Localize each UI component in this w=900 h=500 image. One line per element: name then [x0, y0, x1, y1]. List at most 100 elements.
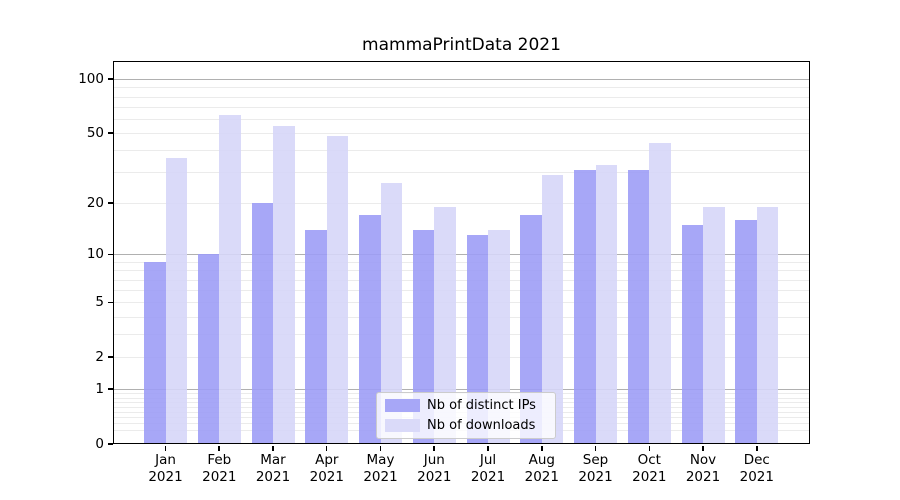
gridline-major — [113, 389, 810, 391]
y-tick — [108, 132, 113, 134]
legend-swatch-icon — [385, 399, 420, 412]
y-tick-label: 50 — [86, 125, 104, 141]
bar-downloads-oct — [649, 142, 671, 444]
bar-downloads-sep — [595, 165, 617, 444]
y-tick-label: 0 — [95, 436, 104, 452]
x-tick-year: 2021 — [739, 468, 774, 485]
y-tick-label: 1 — [95, 381, 104, 398]
gridline-major — [113, 79, 810, 80]
bar-downloads-aug — [541, 175, 564, 444]
y-tick — [108, 443, 113, 445]
y-tick-label: 5 — [95, 294, 104, 311]
x-tick — [594, 445, 597, 451]
x-tick-year: 2021 — [148, 468, 183, 485]
gridline-minor — [113, 302, 810, 304]
gridline-minor — [113, 106, 810, 108]
gridline-minor — [113, 316, 810, 318]
y-tick — [108, 356, 113, 358]
x-tick-year: 2021 — [685, 468, 721, 485]
legend: Nb of distinct IPs Nb of downloads — [376, 392, 556, 439]
x-tick-label: Nov 2021 — [675, 452, 731, 485]
x-tick-month: Apr — [315, 452, 339, 468]
x-tick-label: May 2021 — [353, 452, 409, 485]
gridline-minor — [113, 279, 810, 281]
bar-distinct-ips-jan — [144, 261, 166, 444]
x-tick-year: 2021 — [578, 468, 613, 485]
bar-distinct-ips-feb — [197, 254, 220, 444]
gridline-minor — [113, 203, 810, 205]
x-tick — [325, 445, 328, 451]
x-tick-month: May — [366, 452, 395, 468]
x-tick-month: Feb — [207, 452, 232, 468]
bar-downloads-dec — [756, 207, 779, 444]
x-tick — [433, 445, 435, 451]
x-tick-month: Nov — [689, 452, 717, 468]
bar-distinct-ips-may — [359, 215, 381, 444]
legend-label: Nb of distinct IPs — [427, 398, 536, 413]
x-tick-month: Mar — [260, 452, 286, 468]
x-tick-month: Dec — [743, 452, 770, 468]
x-tick-label: Jul 2021 — [460, 452, 516, 485]
x-tick-month: Jan — [155, 452, 176, 468]
x-tick-label: Feb 2021 — [191, 452, 247, 485]
y-tick-label: 20 — [86, 195, 104, 212]
x-tick-month: Jul — [479, 452, 497, 468]
y-tick — [108, 253, 113, 256]
x-tick — [218, 445, 220, 451]
bar-distinct-ips-aug — [520, 215, 542, 444]
x-tick — [648, 445, 651, 451]
x-tick-month: Jun — [423, 452, 445, 468]
gridline-minor — [113, 270, 810, 272]
bar-downloads-jan — [165, 158, 187, 444]
y-tick-label: 100 — [78, 71, 104, 87]
x-tick — [379, 445, 382, 451]
y-tick-label: 2 — [95, 349, 104, 366]
bar-distinct-ips-oct — [627, 169, 650, 444]
bar-downloads-apr — [326, 136, 349, 444]
x-tick-year: 2021 — [309, 468, 344, 485]
bar-downloads-jun — [434, 207, 456, 444]
gridline-minor — [113, 334, 810, 336]
gridline-minor — [113, 118, 810, 120]
x-tick-month: Aug — [528, 452, 555, 468]
bar-distinct-ips-nov — [681, 224, 703, 444]
gridline-minor — [113, 96, 810, 98]
x-tick-label: Jun 2021 — [406, 452, 462, 485]
x-tick-year: 2021 — [255, 468, 291, 485]
x-tick-year: 2021 — [363, 468, 398, 485]
x-tick-label: Jan 2021 — [138, 452, 194, 485]
x-tick-label: Mar 2021 — [245, 452, 301, 485]
x-tick-year: 2021 — [524, 468, 559, 485]
y-tick — [108, 301, 113, 304]
x-tick-year: 2021 — [470, 468, 506, 485]
gridline-minor — [113, 290, 810, 292]
bar-distinct-ips-mar — [251, 203, 273, 444]
x-tick — [164, 445, 167, 451]
gridline-minor — [113, 172, 810, 174]
x-tick-month: Sep — [582, 452, 609, 468]
chart-title: mammaPrintData 2021 — [362, 35, 561, 55]
bar-distinct-ips-apr — [305, 229, 327, 444]
gridline-minor — [113, 87, 810, 89]
gridline-major — [113, 254, 810, 256]
bar-distinct-ips-sep — [574, 169, 596, 444]
x-tick-year: 2021 — [632, 468, 667, 485]
legend-swatch-icon — [385, 419, 420, 432]
bar-downloads-mar — [273, 125, 295, 444]
y-tick-label: 10 — [86, 246, 104, 263]
x-tick-label: Sep 2021 — [568, 452, 624, 485]
legend-item: Nb of downloads — [385, 417, 547, 434]
gridline-minor — [113, 150, 810, 152]
x-tick-label: Oct 2021 — [621, 452, 677, 485]
x-tick-label: Aug 2021 — [514, 452, 570, 485]
x-tick — [487, 445, 489, 451]
gridline-minor — [113, 357, 810, 359]
x-tick — [702, 445, 704, 451]
x-tick-label: Dec 2021 — [729, 452, 785, 485]
gridline-minor — [113, 261, 810, 263]
bar-distinct-ips-jul — [466, 235, 488, 444]
x-tick — [272, 445, 274, 451]
bar-downloads-may — [380, 183, 402, 444]
bar-downloads-jul — [488, 229, 510, 444]
